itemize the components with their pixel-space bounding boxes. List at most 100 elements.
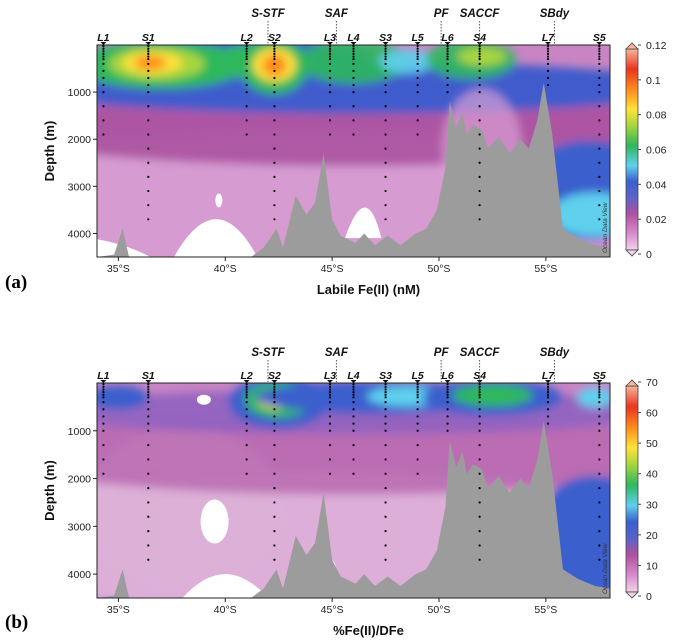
sample-point <box>273 133 276 136</box>
x-tick-label: 40°S <box>214 604 237 616</box>
front-label: SBdy <box>540 347 570 359</box>
x-tick-label: 50°S <box>428 604 451 616</box>
sample-point <box>546 45 550 48</box>
station-label: S5 <box>593 32 606 44</box>
station-marker <box>444 42 451 45</box>
station-label: S3 <box>379 32 392 44</box>
sample-point <box>598 487 601 490</box>
sample-point <box>598 83 601 87</box>
colour-field <box>97 45 610 257</box>
sample-point <box>416 105 419 108</box>
sample-point <box>384 530 387 533</box>
sample-point <box>598 47 601 50</box>
sample-point <box>478 472 481 475</box>
sample-point <box>273 558 276 561</box>
sample-point <box>245 45 248 48</box>
sample-point <box>546 383 550 386</box>
chart-panel-b: Ocean Data View 1000 2000 3000 4000 35°S 40°S 4… <box>5 347 658 638</box>
sample-point <box>598 501 601 504</box>
sample-point <box>328 52 332 56</box>
sample-point <box>273 515 276 518</box>
sample-point <box>328 133 332 136</box>
sample-point <box>546 408 550 411</box>
sample-point <box>147 515 150 518</box>
sample-points <box>102 45 601 221</box>
sample-point <box>384 444 387 447</box>
sample-point <box>546 385 550 388</box>
sample-point <box>147 393 150 396</box>
sample-point <box>546 58 550 61</box>
sample-point <box>384 501 387 504</box>
sample-point <box>416 55 419 58</box>
sample-point <box>273 458 276 461</box>
x-tick-label: 40°S <box>214 263 237 275</box>
front-label: PF <box>434 8 450 20</box>
sample-point <box>416 388 419 391</box>
sample-point <box>102 91 105 94</box>
y-tick-label: 2000 <box>68 474 92 486</box>
sample-point <box>416 393 419 396</box>
sample-point <box>147 429 150 432</box>
sample-point <box>384 119 387 122</box>
x-tick-label: 55°S <box>534 263 557 275</box>
sample-point <box>546 83 550 87</box>
sample-point <box>147 444 150 447</box>
sample-point <box>598 558 601 561</box>
sample-point <box>478 558 481 561</box>
sample-point <box>384 401 387 404</box>
sample-point <box>273 204 276 207</box>
sample-point <box>147 161 150 164</box>
sample-point <box>273 69 276 73</box>
sample-point <box>416 69 419 73</box>
sample-point <box>147 415 150 418</box>
sample-point <box>273 147 276 150</box>
field-patch <box>550 192 610 237</box>
sample-point <box>102 55 105 58</box>
sample-point <box>245 69 248 73</box>
sample-point <box>102 472 105 475</box>
station-marker <box>596 42 603 45</box>
colorbar-tick-label: 50 <box>646 438 658 450</box>
sample-point <box>546 401 550 404</box>
colorbar-end-bottom <box>625 249 639 257</box>
sample-point <box>384 396 387 399</box>
sample-point <box>328 472 332 475</box>
sample-point <box>273 408 276 411</box>
sample-point <box>446 76 449 80</box>
sample-point <box>384 47 387 50</box>
sample-points <box>102 383 601 561</box>
station-label: L2 <box>240 370 252 382</box>
sample-point <box>147 487 150 490</box>
x-axis-label: Labile Fe(II) (nM) <box>317 282 420 297</box>
no-data-patch <box>173 219 258 257</box>
sample-point <box>478 204 481 207</box>
sample-point <box>102 383 105 386</box>
station-label: L3 <box>324 370 336 382</box>
station-marker <box>271 380 278 383</box>
station-marker <box>145 380 152 383</box>
plot-area <box>97 383 610 598</box>
no-data-patch <box>344 207 382 239</box>
sample-point <box>328 47 332 50</box>
sample-point <box>416 133 419 136</box>
sample-point <box>352 76 355 80</box>
sample-point <box>102 444 105 447</box>
sample-point <box>102 83 105 87</box>
sample-point <box>598 69 601 73</box>
y-tick-label: 3000 <box>68 181 92 193</box>
sample-point <box>446 429 449 432</box>
sample-point <box>102 58 105 61</box>
sample-point <box>328 83 332 87</box>
sample-point <box>273 218 276 221</box>
sample-point <box>598 396 601 399</box>
sample-point <box>384 45 387 48</box>
sample-point <box>446 52 449 56</box>
sample-point <box>352 105 355 108</box>
sample-point <box>598 119 601 122</box>
sample-point <box>102 119 105 122</box>
sample-point <box>478 444 481 447</box>
sample-point <box>102 52 105 56</box>
no-data-patch <box>196 394 211 405</box>
sample-point <box>416 62 419 65</box>
